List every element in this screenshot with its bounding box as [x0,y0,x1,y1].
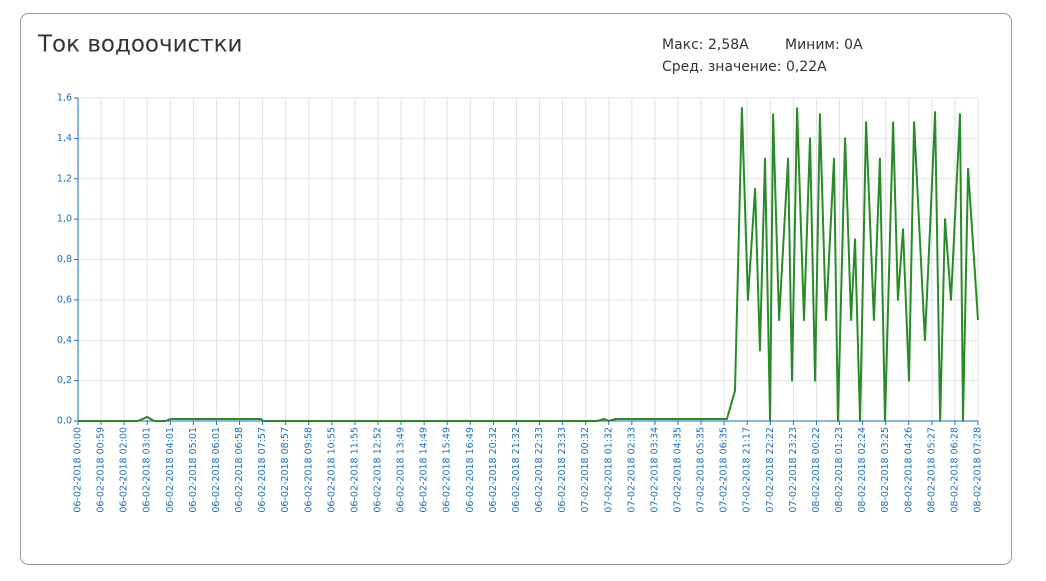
y-tick-label: 0,8 [57,254,72,265]
x-tick-label: 06-02-2018 00:59 [96,427,107,513]
x-tick-label: 06-02-2018 10:55 [326,427,337,513]
x-tick-label: 06-02-2018 07:57 [257,427,268,513]
x-tick-label: 06-02-2018 21:32 [511,427,522,513]
x-tick-label: 08-02-2018 07:28 [973,427,984,513]
x-tick-label: 06-02-2018 03:01 [142,427,153,513]
x-tick-label: 07-02-2018 01:32 [603,427,614,513]
x-tick-label: 06-02-2018 16:49 [465,427,476,513]
x-tick-label: 08-02-2018 06:28 [949,427,960,513]
x-tick-label: 08-02-2018 05:27 [926,427,937,513]
stat-max: Макс: 2,58А [662,37,749,53]
x-tick-label: 06-02-2018 12:52 [373,427,384,513]
x-tick-label: 06-02-2018 08:57 [280,427,291,513]
x-tick-label: 06-02-2018 06:01 [211,427,222,513]
y-tick-label: 0,6 [57,294,72,305]
x-tick-label: 06-02-2018 22:33 [534,427,545,513]
x-tick-label: 06-02-2018 00:00 [73,427,84,513]
x-tick-label: 06-02-2018 05:01 [188,427,199,513]
y-tick-label: 0,2 [57,375,72,386]
x-tick-label: 06-02-2018 09:58 [303,427,314,513]
x-tick-label: 07-02-2018 05:35 [696,427,707,513]
x-tick-label: 07-02-2018 21:17 [742,427,753,513]
x-tick-label: 08-02-2018 03:25 [880,427,891,513]
y-tick-label: 0,0 [57,416,72,427]
stat-min: Миним: 0А [785,37,863,53]
x-tick-label: 06-02-2018 13:49 [396,427,407,513]
x-tick-label: 07-02-2018 23:23 [788,427,799,513]
x-tick-label: 08-02-2018 00:22 [811,427,822,513]
x-tick-label: 06-02-2018 02:00 [119,427,130,513]
x-tick-label: 08-02-2018 04:26 [903,427,914,513]
x-tick-label: 07-02-2018 03:34 [649,427,660,513]
y-tick-label: 1,0 [57,214,72,225]
x-tick-label: 07-02-2018 06:35 [719,427,730,513]
x-tick-label: 07-02-2018 04:35 [673,427,684,513]
y-tick-label: 1,6 [57,93,72,104]
x-tick-label: 06-02-2018 11:55 [349,427,360,513]
x-tick-label: 06-02-2018 23:33 [557,427,568,513]
chart-title: Ток водоочистки [37,32,242,58]
x-tick-label: 06-02-2018 06:58 [234,427,245,513]
y-tick-label: 1,2 [57,173,72,184]
y-tick-label: 0,4 [57,335,72,346]
x-tick-label: 07-02-2018 02:33 [626,427,637,513]
x-tick-label: 06-02-2018 15:49 [442,427,453,513]
x-tick-label: 08-02-2018 02:24 [857,427,868,513]
x-tick-label: 08-02-2018 01:23 [834,427,845,513]
x-tick-label: 07-02-2018 22:22 [765,427,776,513]
x-tick-label: 06-02-2018 20:32 [488,427,499,513]
x-tick-label: 06-02-2018 14:49 [419,427,430,513]
y-tick-label: 1,4 [57,133,72,144]
x-tick-label: 06-02-2018 04:01 [165,427,176,513]
stat-avg: Сред. значение: 0,22А [662,59,827,75]
data-line [78,107,979,422]
x-tick-label: 07-02-2018 00:32 [580,427,591,513]
